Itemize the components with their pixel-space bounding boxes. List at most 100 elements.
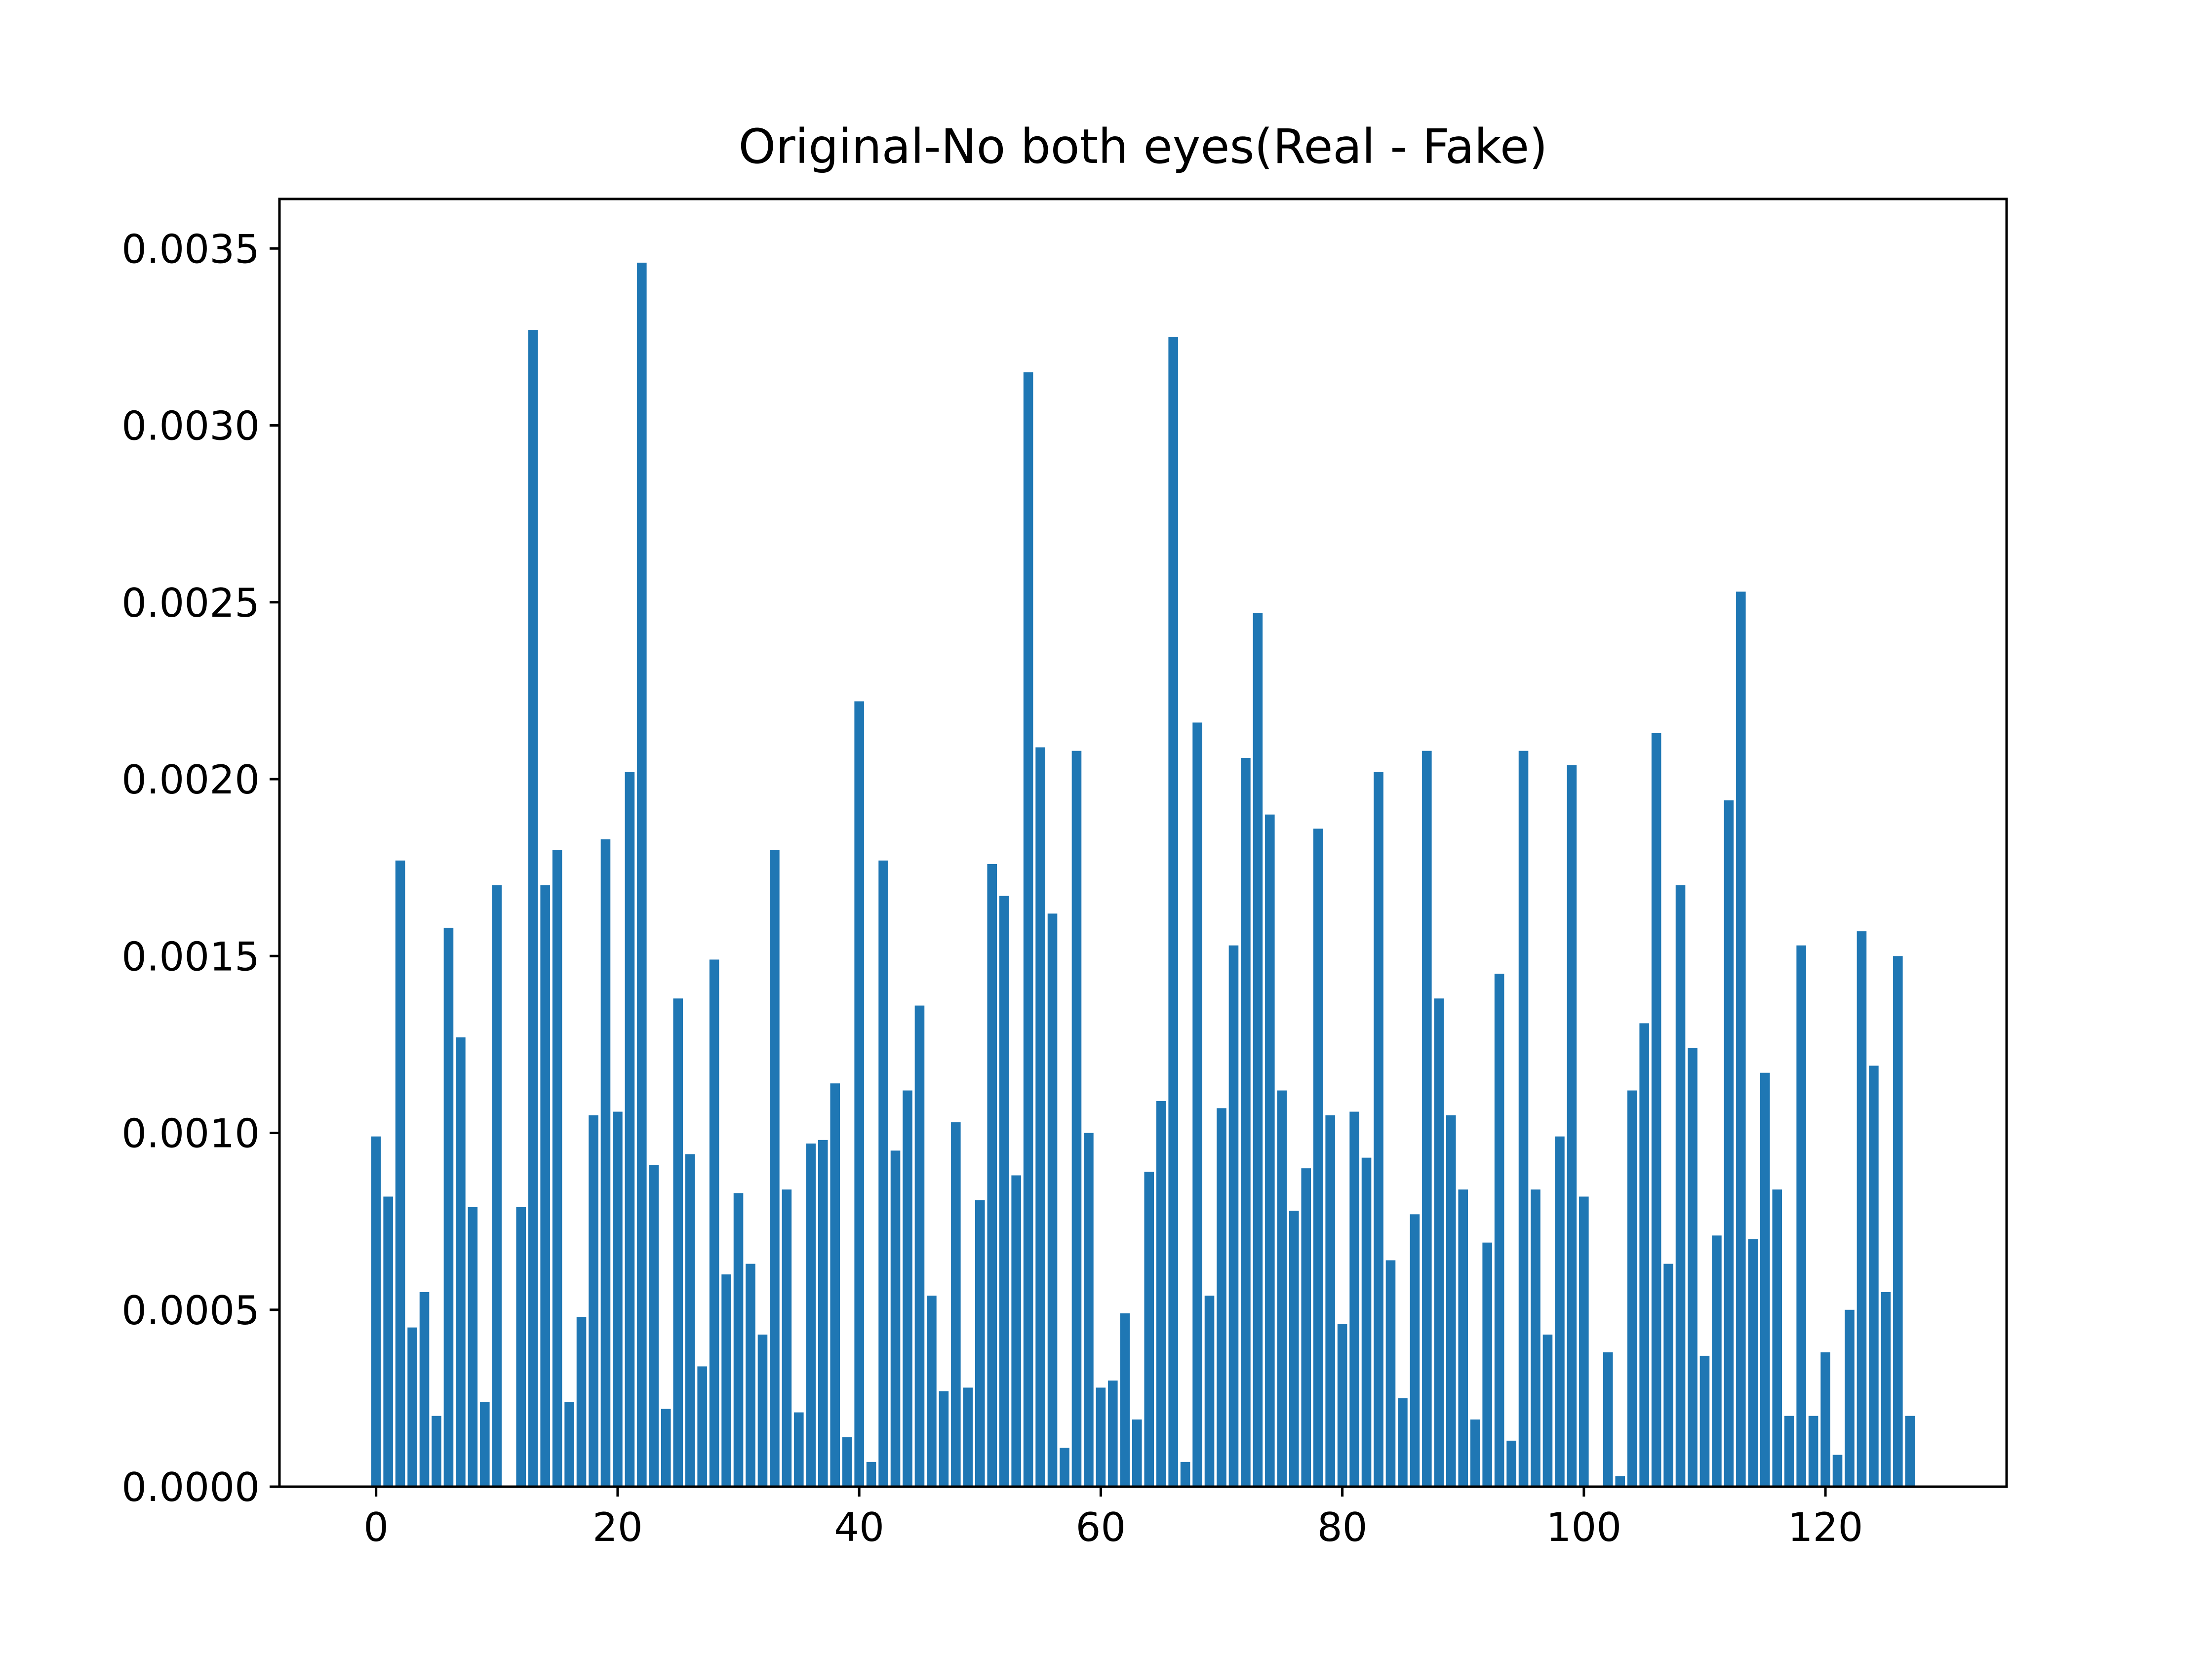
bar-2 xyxy=(395,860,405,1487)
bar-10 xyxy=(492,885,502,1487)
bar-38 xyxy=(830,1083,840,1487)
bar-111 xyxy=(1712,1235,1722,1487)
bar-67 xyxy=(1180,1462,1190,1487)
bar-121 xyxy=(1832,1455,1843,1487)
bar-0 xyxy=(371,1136,381,1487)
bar-8 xyxy=(468,1207,478,1487)
bar-37 xyxy=(818,1140,828,1487)
bar-107 xyxy=(1663,1264,1673,1487)
bar-89 xyxy=(1446,1115,1456,1487)
y-tick-label: 0.0010 xyxy=(121,1111,260,1157)
bar-81 xyxy=(1349,1111,1359,1487)
bar-63 xyxy=(1132,1419,1142,1487)
y-tick-label: 0.0015 xyxy=(121,934,260,980)
bar-22 xyxy=(637,262,647,1487)
bar-76 xyxy=(1289,1211,1299,1487)
bar-113 xyxy=(1736,592,1746,1487)
bar-69 xyxy=(1204,1296,1215,1487)
bar-56 xyxy=(1047,913,1058,1487)
bar-31 xyxy=(746,1264,755,1487)
bar-85 xyxy=(1398,1398,1408,1487)
bars-layer xyxy=(371,262,1915,1487)
bar-119 xyxy=(1808,1416,1818,1487)
bar-110 xyxy=(1699,1355,1710,1487)
bar-109 xyxy=(1688,1048,1698,1487)
bar-79 xyxy=(1325,1115,1335,1487)
bar-33 xyxy=(770,850,780,1487)
bar-36 xyxy=(806,1144,816,1487)
bar-102 xyxy=(1603,1352,1613,1487)
bar-21 xyxy=(625,772,635,1487)
bar-84 xyxy=(1385,1260,1396,1487)
bar-48 xyxy=(951,1122,961,1487)
bar-7 xyxy=(456,1037,466,1487)
bar-118 xyxy=(1796,945,1806,1487)
bar-94 xyxy=(1506,1440,1516,1487)
bar-117 xyxy=(1784,1416,1794,1487)
bar-47 xyxy=(939,1391,949,1487)
x-tick-label: 40 xyxy=(834,1504,884,1550)
bar-28 xyxy=(709,959,719,1487)
bar-4 xyxy=(419,1292,430,1487)
bar-61 xyxy=(1108,1381,1118,1487)
bar-87 xyxy=(1422,750,1432,1487)
y-tick-label: 0.0030 xyxy=(121,403,260,449)
bar-20 xyxy=(613,1111,623,1487)
chart-title: Original-No both eyes(Real - Fake) xyxy=(739,119,1548,174)
y-tick-label: 0.0000 xyxy=(121,1464,260,1510)
bar-73 xyxy=(1253,613,1263,1487)
bar-18 xyxy=(589,1115,598,1487)
bar-17 xyxy=(576,1317,587,1487)
bar-97 xyxy=(1542,1334,1553,1487)
x-tick-label: 0 xyxy=(363,1504,389,1550)
bar-53 xyxy=(1011,1175,1021,1487)
bar-58 xyxy=(1071,750,1082,1487)
bar-23 xyxy=(649,1165,659,1487)
bar-112 xyxy=(1724,800,1734,1487)
bar-92 xyxy=(1482,1242,1492,1487)
bar-5 xyxy=(432,1416,441,1487)
bar-82 xyxy=(1361,1157,1372,1487)
bar-115 xyxy=(1760,1072,1770,1487)
bar-122 xyxy=(1845,1309,1855,1487)
bar-70 xyxy=(1217,1108,1226,1487)
bar-27 xyxy=(697,1366,707,1487)
bar-6 xyxy=(443,927,454,1487)
bar-105 xyxy=(1639,1023,1649,1487)
bar-66 xyxy=(1168,337,1178,1487)
bar-26 xyxy=(685,1154,695,1487)
y-tick-label: 0.0020 xyxy=(121,757,260,803)
bar-78 xyxy=(1313,829,1323,1487)
bar-15 xyxy=(552,850,562,1487)
bar-60 xyxy=(1096,1387,1106,1487)
bar-30 xyxy=(733,1193,744,1487)
bar-55 xyxy=(1035,747,1045,1487)
bar-123 xyxy=(1856,931,1867,1487)
bar-19 xyxy=(600,839,611,1487)
bar-88 xyxy=(1434,998,1444,1487)
bar-45 xyxy=(914,1005,925,1487)
bar-42 xyxy=(878,860,888,1487)
bar-62 xyxy=(1120,1313,1130,1487)
bar-80 xyxy=(1337,1324,1347,1487)
bar-9 xyxy=(480,1402,490,1487)
bar-49 xyxy=(963,1387,973,1487)
bar-29 xyxy=(721,1274,731,1487)
bar-34 xyxy=(782,1189,792,1487)
bar-104 xyxy=(1627,1090,1637,1487)
bar-43 xyxy=(890,1150,901,1487)
bar-108 xyxy=(1675,885,1686,1487)
bar-40 xyxy=(854,701,864,1487)
bar-77 xyxy=(1301,1168,1311,1487)
bar-50 xyxy=(975,1200,985,1487)
bar-57 xyxy=(1060,1448,1069,1487)
bar-59 xyxy=(1084,1133,1094,1487)
x-tick-label: 80 xyxy=(1317,1504,1368,1550)
y-axis: 0.0000 0.0005 0.0010 0.0015 0.0020 0.0025 0.00… xyxy=(121,226,279,1510)
bar-90 xyxy=(1458,1189,1468,1487)
bar-126 xyxy=(1893,956,1903,1487)
y-tick-label: 0.0005 xyxy=(121,1288,260,1334)
x-tick-label: 20 xyxy=(592,1504,643,1550)
bar-74 xyxy=(1265,814,1275,1487)
